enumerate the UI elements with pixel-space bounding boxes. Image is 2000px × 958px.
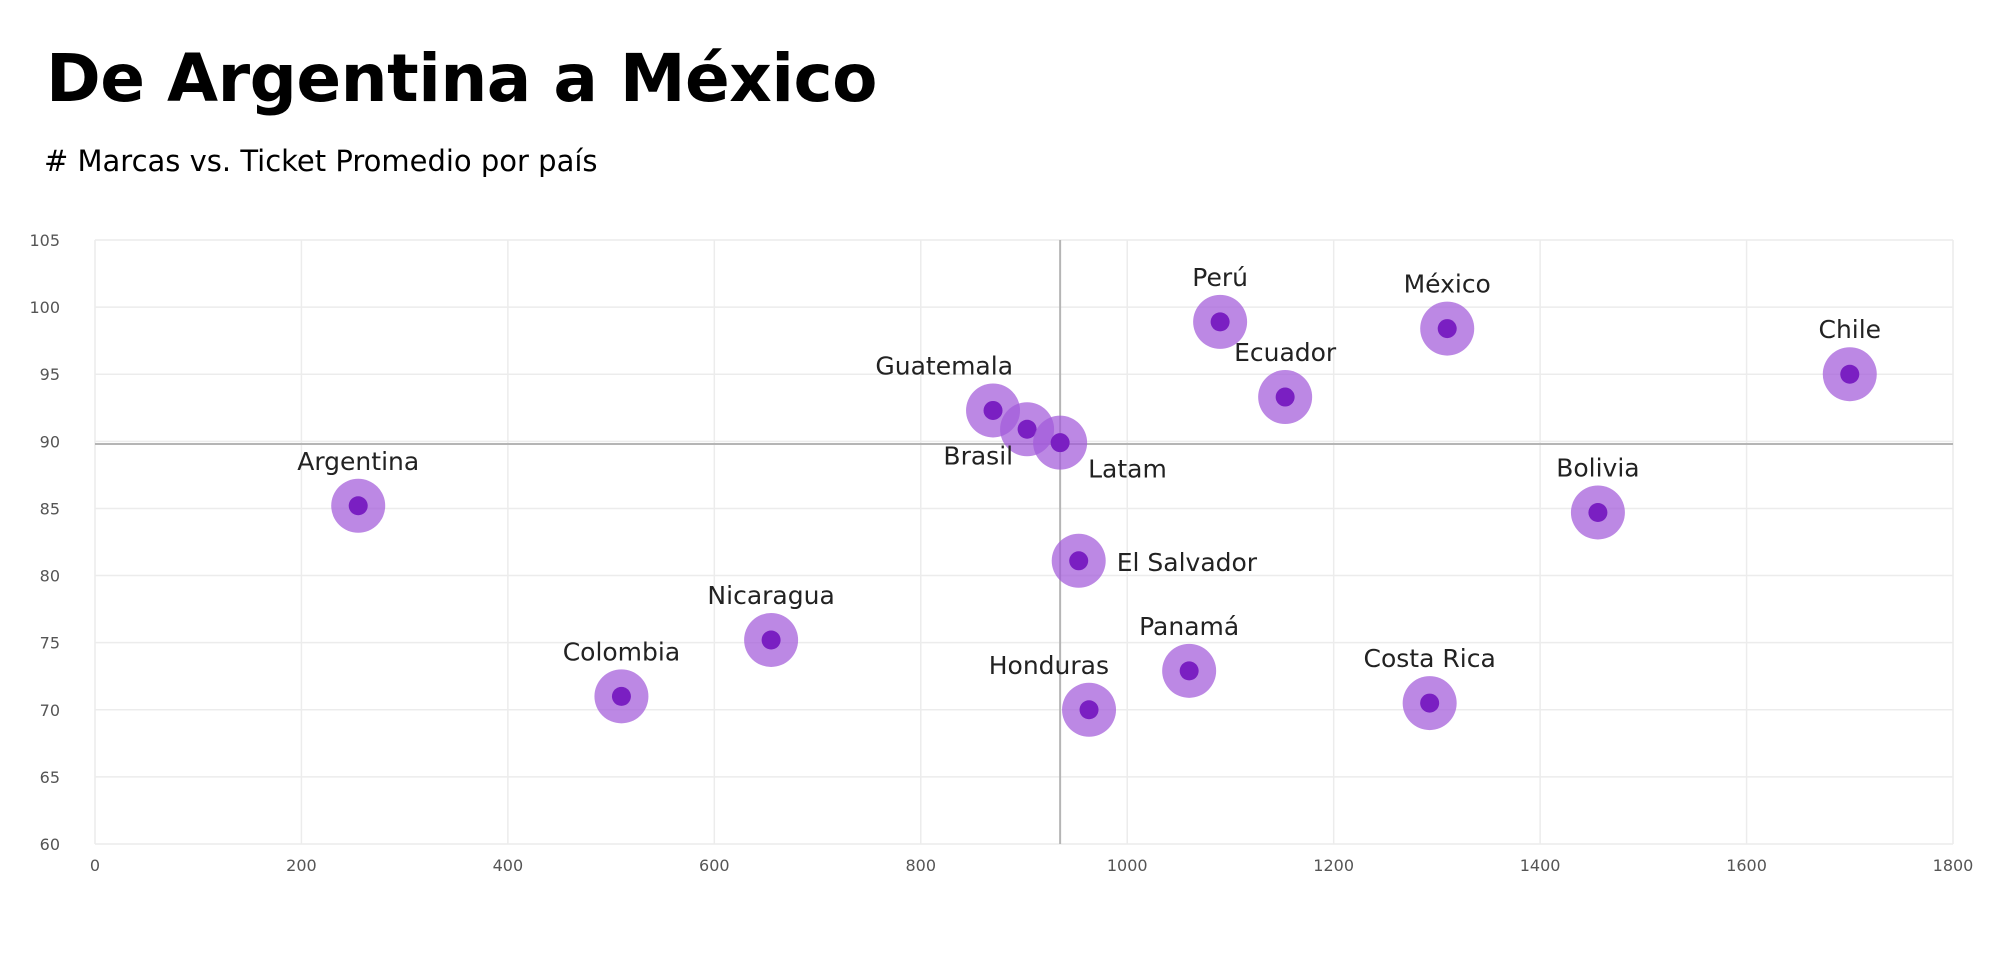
point-guatemala — [983, 400, 1003, 420]
x-tick-label: 0 — [90, 856, 100, 875]
point-ecuador — [1275, 387, 1295, 407]
point-el-salvador — [1069, 551, 1089, 571]
point-honduras — [1079, 700, 1099, 720]
x-tick-label: 200 — [286, 856, 317, 875]
point-panama — [1179, 661, 1199, 681]
x-tick-label: 1600 — [1726, 856, 1767, 875]
reference-lines — [95, 240, 1953, 844]
x-tick-label: 1000 — [1107, 856, 1148, 875]
point-label-brasil: Brasil — [943, 441, 1013, 470]
point-brasil — [1017, 419, 1037, 439]
point-bolivia — [1588, 502, 1608, 522]
grid — [94, 239, 1954, 845]
y-tick-label: 85 — [40, 499, 60, 518]
point-label-nicaragua: Nicaragua — [707, 581, 834, 610]
point-colombia — [611, 686, 631, 706]
y-tick-label: 65 — [40, 768, 60, 787]
point-argentina — [348, 496, 368, 516]
y-tick-label: 70 — [40, 701, 60, 720]
x-tick-label: 1200 — [1313, 856, 1354, 875]
y-tick-label: 105 — [29, 231, 60, 250]
x-tick-label: 400 — [493, 856, 524, 875]
point-label-bolivia: Bolivia — [1556, 453, 1639, 482]
point-labels: Argentina Colombia Nicaragua Guatemala Brasi… — [297, 263, 1881, 680]
point-nicaragua — [761, 630, 781, 650]
point-label-mexico: México — [1404, 270, 1491, 299]
point-label-argentina: Argentina — [297, 447, 419, 476]
point-mexico — [1437, 319, 1457, 339]
x-tick-label: 600 — [699, 856, 730, 875]
point-label-honduras: Honduras — [989, 651, 1109, 680]
chart-subtitle: # Marcas vs. Ticket Promedio por país — [44, 144, 598, 178]
point-label-costa-rica: Costa Rica — [1364, 644, 1496, 673]
point-label-latam: Latam — [1088, 455, 1167, 484]
x-tick-label: 1400 — [1520, 856, 1561, 875]
point-chile — [1840, 364, 1860, 384]
y-tick-label: 75 — [40, 634, 60, 653]
point-label-guatemala: Guatemala — [875, 351, 1013, 380]
point-peru — [1210, 312, 1230, 332]
data-points — [331, 294, 1877, 737]
x-tick-label: 800 — [906, 856, 937, 875]
point-label-panama: Panamá — [1139, 612, 1239, 641]
point-latam — [1050, 433, 1070, 453]
point-label-peru: Perú — [1192, 263, 1248, 292]
chart-title: De Argentina a México — [46, 40, 877, 117]
point-costa-rica — [1420, 693, 1440, 713]
point-label-ecuador: Ecuador — [1234, 338, 1337, 367]
point-label-colombia: Colombia — [563, 637, 680, 666]
axis-ticks: 0 200 400 600 800 1000 1200 1400 1600 1800 60 65 70 7… — [29, 231, 1973, 875]
y-tick-label: 95 — [40, 365, 60, 384]
y-tick-label: 60 — [40, 835, 60, 854]
x-tick-label: 1800 — [1933, 856, 1974, 875]
y-tick-label: 80 — [40, 567, 60, 586]
point-label-chile: Chile — [1818, 315, 1881, 344]
y-tick-label: 100 — [29, 298, 60, 317]
y-tick-label: 90 — [40, 432, 60, 451]
point-label-el-salvador: El Salvador — [1117, 548, 1258, 577]
